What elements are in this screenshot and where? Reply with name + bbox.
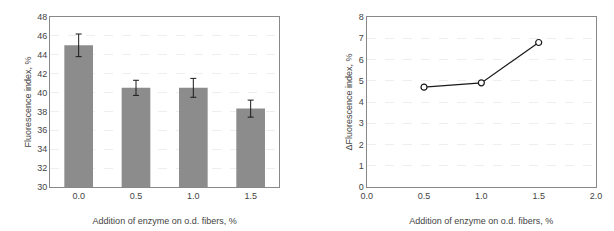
svg-text:1.0: 1.0 xyxy=(187,191,200,201)
svg-text:30: 30 xyxy=(37,182,47,192)
svg-text:7: 7 xyxy=(359,33,364,43)
svg-text:4: 4 xyxy=(359,97,364,107)
svg-text:0.0: 0.0 xyxy=(360,191,373,201)
svg-text:42: 42 xyxy=(37,69,47,79)
svg-text:0.5: 0.5 xyxy=(418,191,431,201)
svg-text:1.5: 1.5 xyxy=(244,191,257,201)
svg-text:3: 3 xyxy=(359,118,364,128)
svg-text:1: 1 xyxy=(359,161,364,171)
svg-text:2: 2 xyxy=(359,140,364,150)
svg-text:32: 32 xyxy=(37,163,47,173)
svg-text:ΔFluorescence index, %: ΔFluorescence index, % xyxy=(344,53,354,150)
svg-text:46: 46 xyxy=(37,31,47,41)
svg-text:0: 0 xyxy=(359,182,364,192)
svg-text:2.0: 2.0 xyxy=(590,191,603,201)
svg-text:36: 36 xyxy=(37,125,47,135)
svg-text:1.0: 1.0 xyxy=(475,191,488,201)
svg-text:48: 48 xyxy=(37,12,47,22)
svg-text:0.5: 0.5 xyxy=(130,191,143,201)
svg-text:44: 44 xyxy=(37,50,47,60)
svg-text:Fluorescence index, %: Fluorescence index, % xyxy=(23,56,33,147)
svg-text:1.5: 1.5 xyxy=(532,191,545,201)
svg-text:8: 8 xyxy=(359,12,364,22)
svg-text:6: 6 xyxy=(359,55,364,65)
svg-text:Addition of enzyme on o.d. fib: Addition of enzyme on o.d. fibers, % xyxy=(93,216,237,226)
svg-text:34: 34 xyxy=(37,144,47,154)
svg-text:0.0: 0.0 xyxy=(72,191,85,201)
svg-text:Addition of enzyme on o.d. fib: Addition of enzyme on o.d. fibers, % xyxy=(409,216,553,226)
svg-text:38: 38 xyxy=(37,107,47,117)
svg-text:5: 5 xyxy=(359,76,364,86)
svg-text:40: 40 xyxy=(37,88,47,98)
